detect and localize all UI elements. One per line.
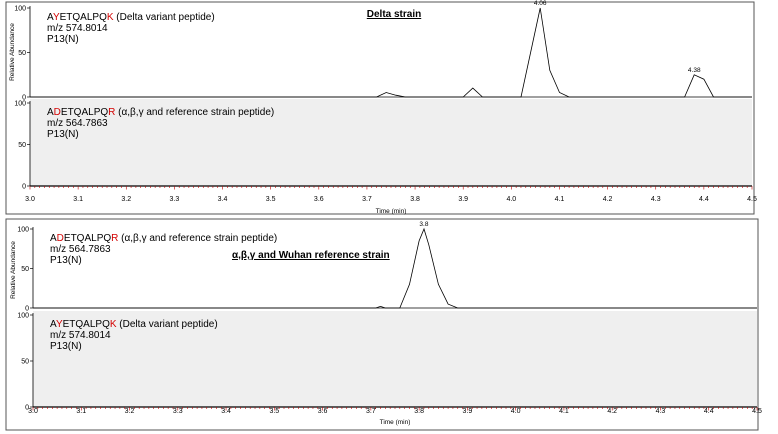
peptide-label: AYETQALPQK (Delta variant peptide): [47, 12, 215, 23]
x-axis-label: Time (min): [380, 419, 411, 426]
x-tick-label: 3.0: [28, 408, 38, 415]
x-tick-label: 4.1: [555, 196, 565, 203]
panel-1: 0 50 100 4.06 4.38 AYETQALPQK (Delta variant …: [14, 0, 752, 102]
x-tick-label: 3.9: [458, 196, 468, 203]
peptide-label-red2: R: [108, 107, 115, 118]
peptide-label-prefix: A: [47, 107, 54, 118]
position-label: P13(N): [47, 34, 79, 45]
panel-2: 0 50 100 AYETQALPQK (Delta variant peptide)…: [17, 311, 757, 412]
y-tick-label: 0: [25, 306, 29, 313]
mz-label: m/z 574.8014: [47, 23, 108, 34]
x-tick-label: 3.5: [269, 408, 279, 415]
x-tick-label: 4.4: [704, 408, 714, 415]
x-tick-label: 4.5: [747, 196, 757, 203]
peptide-label-red2: K: [107, 12, 114, 23]
position-label: P13(N): [47, 129, 79, 140]
peptide-label-suffix: (Delta variant peptide): [114, 12, 215, 23]
y-tick-label: 100: [14, 101, 26, 108]
panel-2: 0 50 100 ADETQALPQR (α,β,γ and reference st…: [14, 99, 752, 191]
peak-label: 4.38: [688, 67, 701, 74]
y-tick-label: 50: [21, 359, 29, 366]
peptide-label-mid: ETQALPQ: [61, 107, 108, 118]
x-tick-label: 4.0: [511, 408, 521, 415]
peptide-label-red1: D: [57, 233, 64, 244]
x-tick-label: 3.5: [266, 196, 276, 203]
peptide-label-prefix: A: [50, 319, 57, 330]
mz-label: m/z 574.8014: [50, 330, 111, 341]
y-tick-label: 100: [17, 227, 29, 234]
x-tick-label: 3.4: [221, 408, 231, 415]
y-tick-label: 50: [18, 142, 26, 149]
chart-title: α,β,γ and Wuhan reference strain: [232, 250, 390, 261]
peptide-label-suffix: (α,β,γ and reference strain peptide): [118, 233, 277, 244]
trace-line: [33, 227, 757, 309]
x-tick-label: 4.4: [699, 196, 709, 203]
peptide-label-prefix: A: [50, 233, 57, 244]
y-tick-label: 100: [14, 6, 26, 13]
x-tick-label: 3.2: [121, 196, 131, 203]
x-tick-label: 4.2: [603, 196, 613, 203]
peptide-label-red1: Y: [56, 319, 63, 330]
y-tick-label: 50: [21, 266, 29, 273]
x-tick-label: 4.3: [656, 408, 666, 415]
peptide-label: ADETQALPQR (α,β,γ and reference strain p…: [50, 233, 277, 244]
peptide-label-prefix: A: [47, 12, 54, 23]
y-tick-label: 0: [22, 184, 26, 191]
y-tick-label: 0: [25, 405, 29, 412]
x-tick-label: 3.9: [463, 408, 473, 415]
x-tick-label: 3.4: [218, 196, 228, 203]
x-tick-label: 4.0: [506, 196, 516, 203]
peak-label: 4.06: [534, 0, 547, 7]
position-label: P13(N): [50, 341, 82, 352]
panel-background: [33, 311, 757, 407]
y-tick-label: 0: [22, 95, 26, 102]
peptide-label-mid: ETQALPQ: [63, 319, 110, 330]
peptide-label-red1: Y: [53, 12, 60, 23]
x-axis-label: Time (min): [376, 208, 407, 215]
x-tick-label: 3.7: [366, 408, 376, 415]
x-tick-label: 3.7: [362, 196, 372, 203]
y-axis-label: Relative Abundance: [10, 241, 17, 299]
x-tick-label: 3.3: [170, 196, 180, 203]
y-axis-label: Relative Abundance: [9, 23, 16, 81]
trace-line: [30, 7, 752, 98]
peptide-label-mid: ETQALPQ: [64, 233, 111, 244]
peptide-label-suffix: (α,β,γ and reference strain peptide): [115, 107, 274, 118]
x-tick-label: 3.6: [314, 196, 324, 203]
x-tick-label: 4.1: [559, 408, 569, 415]
x-tick-label: 3.1: [76, 408, 86, 415]
peptide-label-red2: K: [110, 319, 117, 330]
panel-1: 0 50 100 3.8 ADETQALPQR (α,β,γ and reference…: [17, 221, 757, 313]
mz-label: m/z 564.7863: [50, 244, 111, 255]
y-tick-label: 50: [18, 50, 26, 57]
x-tick-label: 3.2: [125, 408, 135, 415]
chart-title: Delta strain: [367, 9, 421, 20]
x-tick-label: 4.2: [607, 408, 617, 415]
position-label: P13(N): [50, 255, 82, 266]
mz-label: m/z 564.7863: [47, 118, 108, 129]
x-tick-label: 3.6: [318, 408, 328, 415]
x-tick-label: 4.3: [651, 196, 661, 203]
peak-label: 3.8: [419, 221, 428, 228]
x-tick-label: 3.0: [25, 196, 35, 203]
x-tick-label: 3.3: [173, 408, 183, 415]
peptide-label: AYETQALPQK (Delta variant peptide): [50, 319, 218, 330]
peptide-label-red1: D: [54, 107, 61, 118]
panel-background: [30, 99, 752, 186]
x-tick-label: 3.1: [73, 196, 83, 203]
peptide-label: ADETQALPQR (α,β,γ and reference strain p…: [47, 107, 274, 118]
x-tick-label: 3.8: [414, 408, 424, 415]
x-tick-label: 3.8: [410, 196, 420, 203]
peptide-label-suffix: (Delta variant peptide): [117, 319, 218, 330]
x-tick-label: 4.5: [752, 408, 762, 415]
peptide-label-red2: R: [111, 233, 118, 244]
peptide-label-mid: ETQALPQ: [60, 12, 107, 23]
y-tick-label: 100: [17, 313, 29, 320]
